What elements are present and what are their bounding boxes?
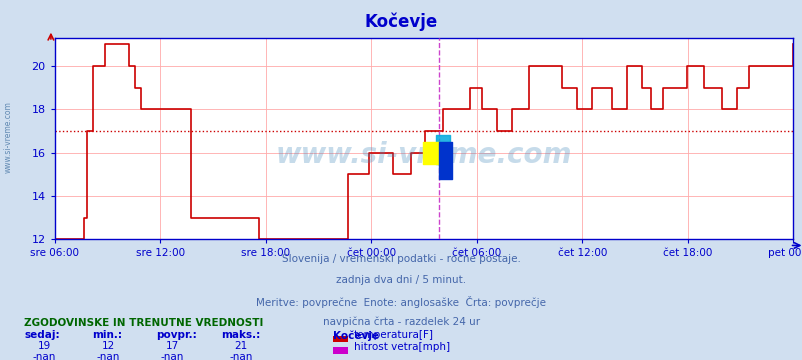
- Text: temperatura[F]: temperatura[F]: [354, 330, 434, 340]
- Text: 12: 12: [102, 341, 115, 351]
- Text: 19: 19: [38, 341, 51, 351]
- Text: hitrost vetra[mph]: hitrost vetra[mph]: [354, 342, 450, 352]
- Text: sedaj:: sedaj:: [24, 330, 59, 341]
- Text: navpična črta - razdelek 24 ur: navpična črta - razdelek 24 ur: [322, 316, 480, 327]
- Text: www.si-vreme.com: www.si-vreme.com: [275, 141, 572, 169]
- Text: min.:: min.:: [92, 330, 122, 341]
- Text: -nan: -nan: [32, 352, 56, 360]
- Text: -nan: -nan: [229, 352, 253, 360]
- Text: povpr.:: povpr.:: [156, 330, 197, 341]
- Text: Kočevje: Kočevje: [364, 13, 438, 31]
- Text: Kočevje: Kočevje: [333, 330, 379, 341]
- Text: Meritve: povprečne  Enote: anglosaške  Črta: povprečje: Meritve: povprečne Enote: anglosaške Črt…: [256, 296, 546, 307]
- Text: maks.:: maks.:: [221, 330, 260, 341]
- Text: 17: 17: [166, 341, 179, 351]
- Text: Slovenija / vremenski podatki - ročne postaje.: Slovenija / vremenski podatki - ročne po…: [282, 254, 520, 264]
- Text: ZGODOVINSKE IN TRENUTNE VREDNOSTI: ZGODOVINSKE IN TRENUTNE VREDNOSTI: [24, 318, 263, 328]
- Text: zadnja dva dni / 5 minut.: zadnja dva dni / 5 minut.: [336, 275, 466, 285]
- Text: -nan: -nan: [96, 352, 120, 360]
- Text: -nan: -nan: [160, 352, 184, 360]
- Text: 21: 21: [234, 341, 247, 351]
- Text: www.si-vreme.com: www.si-vreme.com: [3, 101, 13, 173]
